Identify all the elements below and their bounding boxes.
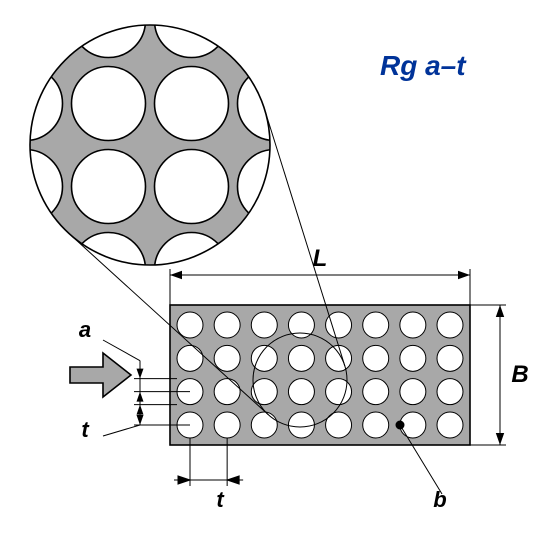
diagram-canvas: Rg a–t L B a t t b <box>0 0 550 550</box>
detail-view <box>0 0 312 307</box>
direction-arrow-icon <box>70 353 131 397</box>
label-L: L <box>313 245 328 273</box>
label-b: b <box>433 487 446 513</box>
label-a: a <box>79 317 91 343</box>
perforated-plate <box>170 305 470 445</box>
diagram-svg <box>0 0 550 550</box>
label-t-vertical: t <box>81 417 88 443</box>
label-t-horizontal: t <box>216 487 223 513</box>
dimension-B <box>470 305 506 445</box>
diagram-title: Rg a–t <box>380 50 466 82</box>
label-B: B <box>511 361 528 389</box>
